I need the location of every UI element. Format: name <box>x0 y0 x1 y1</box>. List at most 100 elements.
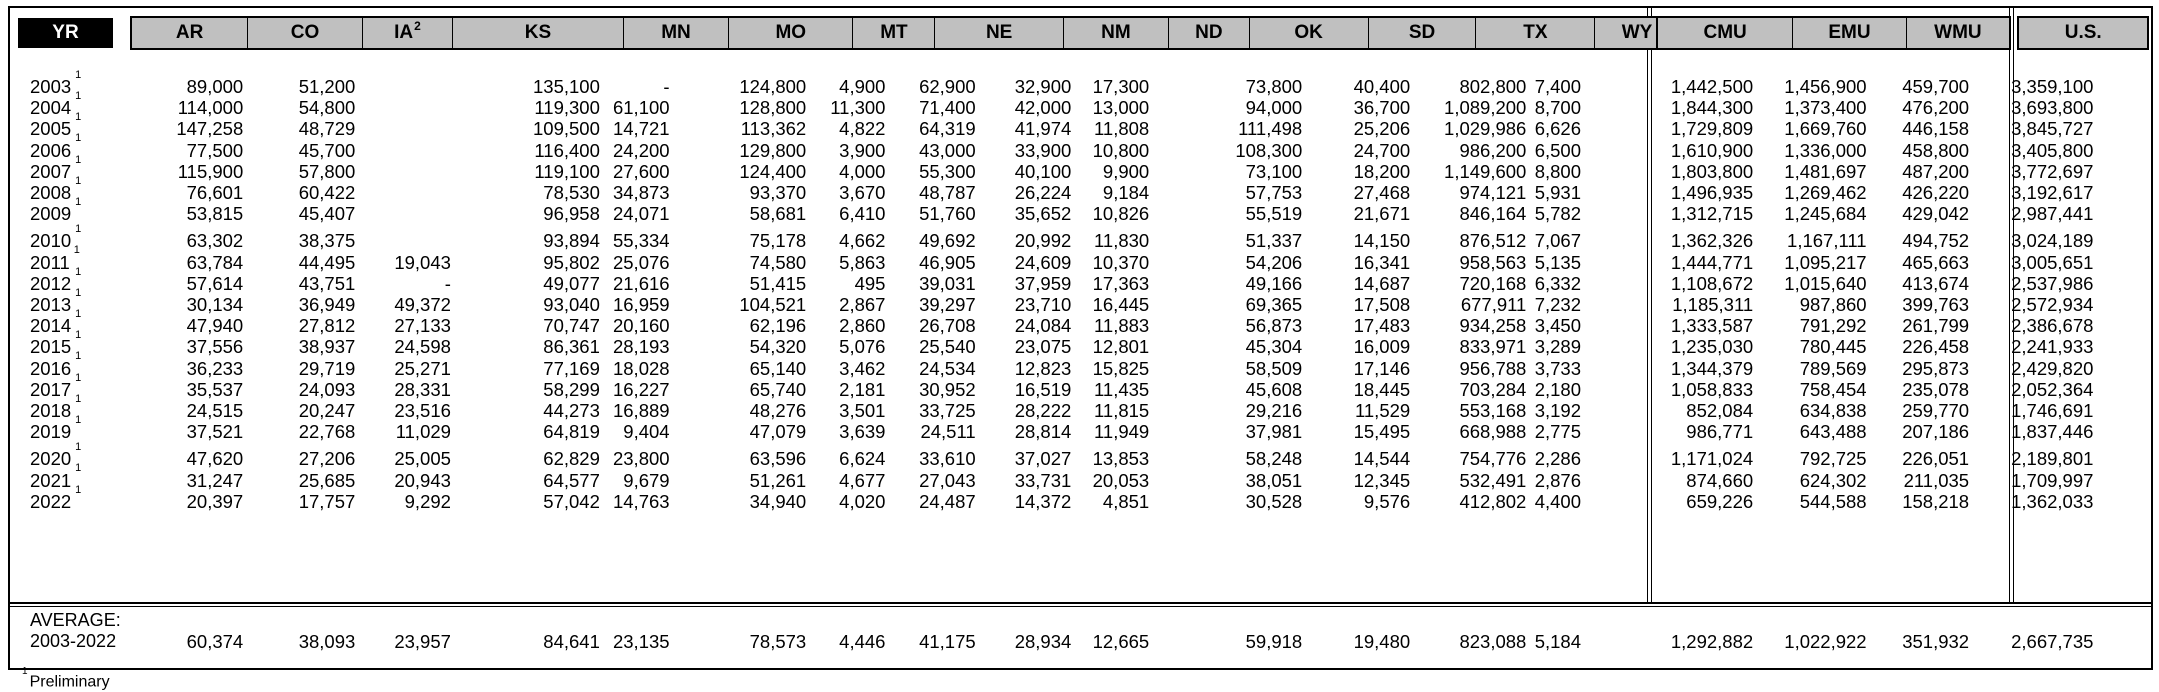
average-value-cell: 41,175 <box>919 631 976 652</box>
year-note-mark: 1 <box>75 223 82 236</box>
table-row: 20091 53,815 45,407 96,958 24,071 58,681 6,410… <box>0 196 2159 225</box>
header-cmu: CMU <box>1658 18 1794 48</box>
value-cell: 987,860 <box>1799 294 1867 315</box>
value-cell: 46,905 <box>919 251 976 273</box>
value-cell: 24,700 <box>1353 139 1411 161</box>
column-divider <box>2009 8 2010 602</box>
value-cell: 57,042 <box>543 490 600 512</box>
value-cell: 1,312,715 <box>1670 203 1754 225</box>
value-cell: 60,422 <box>298 182 356 203</box>
value-cell: - <box>663 76 670 97</box>
value-cell: 4,900 <box>839 76 886 97</box>
table-row: 20221 20,397 17,757 9,292 57,042 14,763 34,940… <box>0 484 2159 513</box>
value-cell: 986,771 <box>1686 421 1754 443</box>
value-cell: 494,752 <box>1902 230 1970 252</box>
value-cell: 45,304 <box>1245 336 1303 358</box>
header-label: WY <box>1621 22 1653 43</box>
value-cell: 28,331 <box>394 378 451 400</box>
average-value-cell: 23,135 <box>612 631 670 652</box>
value-cell: 49,077 <box>543 272 600 294</box>
value-cell: 26,708 <box>919 315 976 337</box>
value-cell: 28,814 <box>1014 421 1072 443</box>
average-value-cell: 28,934 <box>1014 631 1072 652</box>
value-cell: 2,286 <box>1534 448 1581 470</box>
header-us-group: U.S. <box>2017 16 2150 50</box>
header-wmu: WMU <box>1907 18 2009 48</box>
header-label: ND <box>1195 22 1223 43</box>
table-row: 20201 47,620 27,206 25,005 62,829 23,800 63,59… <box>0 441 2159 470</box>
value-cell: 6,500 <box>1534 139 1581 161</box>
year-value: 2010 <box>30 230 72 252</box>
value-cell: 56,873 <box>1245 315 1303 337</box>
value-cell: 10,370 <box>1092 251 1150 273</box>
value-cell: 802,800 <box>1459 76 1527 97</box>
value-cell: 643,488 <box>1799 421 1867 443</box>
table-row: 20211 31,247 25,685 20,943 64,577 9,679 51,261… <box>0 462 2159 492</box>
table-row: 20121 57,614 43,751 - 49,077 21,616 51,415 495 3… <box>0 266 2159 295</box>
value-cell: 668,988 <box>1459 421 1527 443</box>
average-value-cell: 823,088 <box>1459 631 1527 652</box>
value-cell: 833,971 <box>1459 336 1527 358</box>
value-cell: 4,662 <box>839 230 886 252</box>
value-cell: 677,911 <box>1460 294 1527 315</box>
value-cell: 65,740 <box>749 378 807 400</box>
table-row: 20101 63,302 38,375 93,894 55,334 75,178 4,662… <box>0 223 2159 252</box>
year-note-mark: 1 <box>75 111 82 124</box>
header-note-mark: 2 <box>414 19 421 33</box>
value-cell: 89,000 <box>186 76 244 97</box>
value-cell: 114,000 <box>177 97 244 119</box>
value-cell: 1,669,760 <box>1784 118 1867 140</box>
header-ks: KS <box>453 18 624 48</box>
year-note-mark: 1 <box>75 174 82 187</box>
value-cell: 1,185,311 <box>1672 294 1754 315</box>
value-cell: 27,468 <box>1353 182 1411 203</box>
value-cell: 31,247 <box>186 469 244 491</box>
column-divider <box>1651 8 1652 602</box>
year-cell: 20111 <box>30 244 80 274</box>
value-cell: 45,700 <box>298 139 356 161</box>
value-cell: 4,000 <box>839 160 886 182</box>
year-value: 2011 <box>30 251 70 273</box>
value-cell: 29,216 <box>1245 400 1303 421</box>
value-cell: 1,245,684 <box>1784 203 1867 225</box>
table-row: 20141 47,940 27,812 27,133 70,747 20,160 62,19… <box>0 308 2159 337</box>
value-cell: 53,815 <box>186 203 244 225</box>
value-cell: 78,530 <box>543 182 600 203</box>
value-cell: 2,052,364 <box>2011 378 2094 400</box>
value-cell: 876,512 <box>1459 230 1527 252</box>
value-cell: 659,226 <box>1686 490 1754 512</box>
value-cell: 426,220 <box>1902 182 1970 203</box>
value-cell: 634,838 <box>1799 400 1867 421</box>
value-cell: 25,271 <box>394 357 451 379</box>
value-cell: 135,100 <box>533 76 600 97</box>
header-ne: NE <box>935 18 1064 48</box>
value-cell: 22,768 <box>298 421 356 443</box>
value-cell: 4,400 <box>1534 490 1581 512</box>
value-cell: 9,184 <box>1102 182 1150 203</box>
value-cell: 58,299 <box>543 378 600 400</box>
header-label: TX <box>1523 22 1548 43</box>
value-cell: 1,456,900 <box>1784 76 1867 97</box>
value-cell: 158,218 <box>1902 490 1970 512</box>
value-cell: 791,292 <box>1799 315 1867 337</box>
value-cell: 9,404 <box>623 421 670 443</box>
year-note-mark: 1 <box>75 483 82 496</box>
value-cell: 77,500 <box>186 139 244 161</box>
year-value: 2015 <box>30 336 72 358</box>
value-cell: 12,823 <box>1014 357 1072 379</box>
value-cell: 8,800 <box>1534 160 1581 182</box>
year-value: 2006 <box>30 139 72 161</box>
year-cell: 20141 <box>30 308 81 337</box>
value-cell: 3,900 <box>839 139 886 161</box>
value-cell: 3,772,697 <box>2011 160 2094 182</box>
value-cell: 74,580 <box>749 251 807 273</box>
year-note-mark: 1 <box>75 286 82 299</box>
value-cell: 3,359,100 <box>2011 76 2094 97</box>
year-cell: 20211 <box>30 462 81 492</box>
value-cell: 11,529 <box>1354 400 1411 421</box>
value-cell: 2,987,441 <box>2011 203 2094 225</box>
table-row: 20061 77,500 45,700 116,400 24,200 129,800 3,9… <box>0 132 2159 162</box>
value-cell: 35,652 <box>1014 203 1072 225</box>
value-cell: 12,345 <box>1353 469 1411 491</box>
value-cell: 51,337 <box>1245 230 1303 252</box>
